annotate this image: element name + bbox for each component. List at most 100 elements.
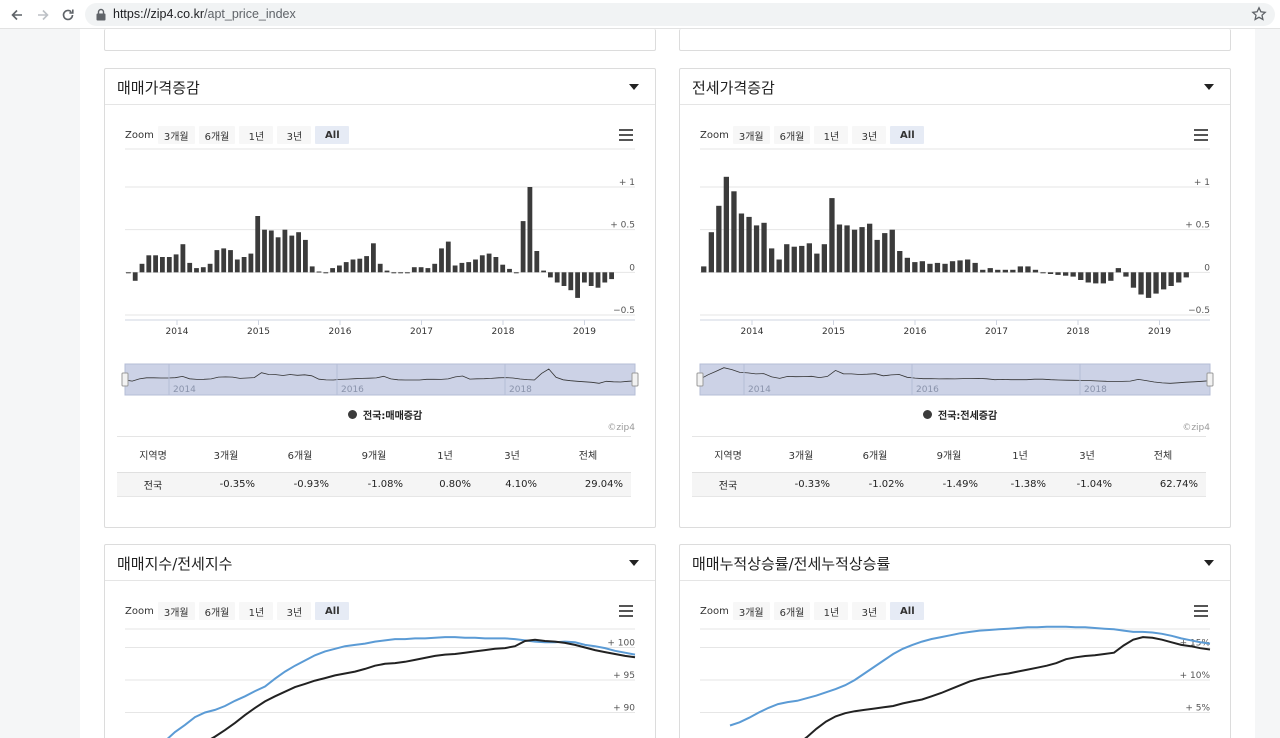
bar bbox=[534, 251, 540, 273]
bar bbox=[814, 253, 820, 273]
cell-value: -1.49% bbox=[912, 472, 986, 497]
navigator-tick-label: 2014 bbox=[748, 385, 771, 395]
collapse-caret-icon[interactable] bbox=[1204, 84, 1214, 90]
bar bbox=[897, 251, 903, 273]
bar bbox=[303, 239, 308, 273]
zoom-6m-button[interactable]: 6개월 bbox=[198, 602, 236, 620]
y-tick-label: + 0.5 bbox=[610, 221, 635, 231]
cell-value: -1.08% bbox=[337, 472, 411, 497]
cell-value: 29.04% bbox=[545, 472, 631, 497]
bar bbox=[1138, 272, 1144, 295]
col-header: 전체 bbox=[545, 436, 631, 473]
series-line bbox=[210, 638, 636, 738]
collapse-caret-icon[interactable] bbox=[1204, 560, 1214, 566]
chart-credit: ©zip4 bbox=[1182, 423, 1210, 433]
legend-item[interactable]: 전국:전세증감 bbox=[923, 407, 997, 422]
col-header: 3년 bbox=[1054, 436, 1120, 473]
bar bbox=[228, 250, 233, 273]
zoom-all-button[interactable]: All bbox=[315, 602, 350, 620]
collapse-caret-icon[interactable] bbox=[629, 84, 639, 90]
bar bbox=[398, 272, 403, 274]
zoom-3m-button[interactable]: 3개월 bbox=[732, 602, 770, 620]
y-tick-label: + 0.5 bbox=[1185, 221, 1210, 231]
zoom-all-button[interactable]: All bbox=[890, 126, 925, 144]
zoom-1y-button[interactable]: 1년 bbox=[814, 126, 849, 144]
zoom-3y-button[interactable]: 3년 bbox=[277, 602, 312, 620]
bar bbox=[791, 246, 797, 273]
zoom-3y-button[interactable]: 3년 bbox=[277, 126, 312, 144]
panel-title: 매매지수/전세지수 bbox=[117, 555, 233, 573]
zoom-1y-button[interactable]: 1년 bbox=[239, 126, 274, 144]
bar bbox=[548, 272, 553, 278]
bar bbox=[806, 243, 812, 273]
zoom-controls: Zoom 3개월 6개월 1년 3년 All bbox=[700, 601, 928, 621]
reload-button[interactable] bbox=[58, 5, 78, 25]
bar bbox=[282, 229, 288, 273]
zoom-controls: Zoom 3개월 6개월 1년 3년 All bbox=[700, 125, 928, 145]
bar bbox=[554, 272, 560, 283]
bar bbox=[1010, 269, 1016, 273]
cell-value: 0.80% bbox=[411, 472, 479, 497]
chart-menu-icon[interactable] bbox=[1194, 129, 1208, 141]
bar bbox=[520, 221, 526, 273]
x-tick-label: 2018 bbox=[492, 327, 515, 337]
bar bbox=[934, 262, 941, 273]
chart-menu-icon[interactable] bbox=[619, 129, 633, 141]
cell-region: 전국 bbox=[692, 472, 764, 497]
chart-menu-icon[interactable] bbox=[1194, 605, 1208, 617]
bar bbox=[126, 272, 131, 274]
bar bbox=[595, 272, 601, 288]
zoom-6m-button[interactable]: 6개월 bbox=[198, 126, 236, 144]
bar bbox=[1063, 272, 1069, 276]
zoom-1y-button[interactable]: 1년 bbox=[239, 602, 274, 620]
bar bbox=[364, 256, 369, 273]
series-line bbox=[166, 636, 636, 738]
table-row: 전국 -0.33% -1.02% -1.49% -1.38% -1.04% 62… bbox=[692, 472, 1206, 497]
zoom-3y-button[interactable]: 3년 bbox=[852, 126, 887, 144]
zoom-1y-button[interactable]: 1년 bbox=[814, 602, 849, 620]
bar bbox=[1100, 272, 1106, 284]
bar bbox=[1025, 266, 1031, 273]
bar bbox=[439, 248, 444, 273]
bar bbox=[927, 263, 933, 273]
x-tick-label: 2017 bbox=[410, 327, 433, 337]
forward-button[interactable] bbox=[33, 5, 53, 25]
bar bbox=[330, 268, 335, 273]
bar bbox=[432, 263, 438, 273]
bar bbox=[836, 224, 843, 273]
line-chart: + 15% + 10% + 5% bbox=[700, 625, 1210, 738]
col-header: 9개월 bbox=[912, 436, 986, 473]
col-header: 지역명 bbox=[692, 436, 764, 473]
bar bbox=[889, 229, 895, 273]
bar bbox=[995, 269, 1001, 273]
bookmark-star-icon[interactable] bbox=[1251, 6, 1267, 22]
legend-item[interactable]: 전국:매매증감 bbox=[348, 407, 422, 422]
zoom-6m-button[interactable]: 6개월 bbox=[773, 602, 811, 620]
bar bbox=[716, 205, 722, 273]
bar bbox=[187, 262, 193, 273]
zoom-3m-button[interactable]: 3개월 bbox=[732, 126, 770, 144]
bar bbox=[1161, 272, 1167, 290]
bar bbox=[132, 272, 138, 281]
back-button[interactable] bbox=[7, 5, 27, 25]
bar bbox=[701, 266, 707, 273]
zoom-3y-button[interactable]: 3년 bbox=[852, 602, 887, 620]
zoom-all-button[interactable]: All bbox=[315, 126, 350, 144]
zoom-3m-button[interactable]: 3개월 bbox=[157, 602, 195, 620]
bar bbox=[262, 229, 267, 273]
panel-index: 매매지수/전세지수 Zoom 3개월 6개월 1년 3년 All + 100 + … bbox=[104, 544, 656, 738]
bar bbox=[723, 176, 729, 273]
chart-menu-icon[interactable] bbox=[619, 605, 633, 617]
bar bbox=[1078, 272, 1084, 280]
bar bbox=[874, 239, 880, 273]
zoom-3m-button[interactable]: 3개월 bbox=[157, 126, 195, 144]
bar bbox=[371, 243, 376, 273]
y-tick-label: + 1 bbox=[1194, 178, 1210, 188]
collapse-caret-icon[interactable] bbox=[629, 560, 639, 566]
bar bbox=[296, 232, 301, 273]
y-tick-label: −0.5 bbox=[613, 306, 635, 316]
bar bbox=[1017, 266, 1023, 273]
zoom-6m-button[interactable]: 6개월 bbox=[773, 126, 811, 144]
zoom-all-button[interactable]: All bbox=[890, 602, 925, 620]
address-bar[interactable]: https://zip4.co.kr/apt_price_index bbox=[85, 3, 1275, 26]
